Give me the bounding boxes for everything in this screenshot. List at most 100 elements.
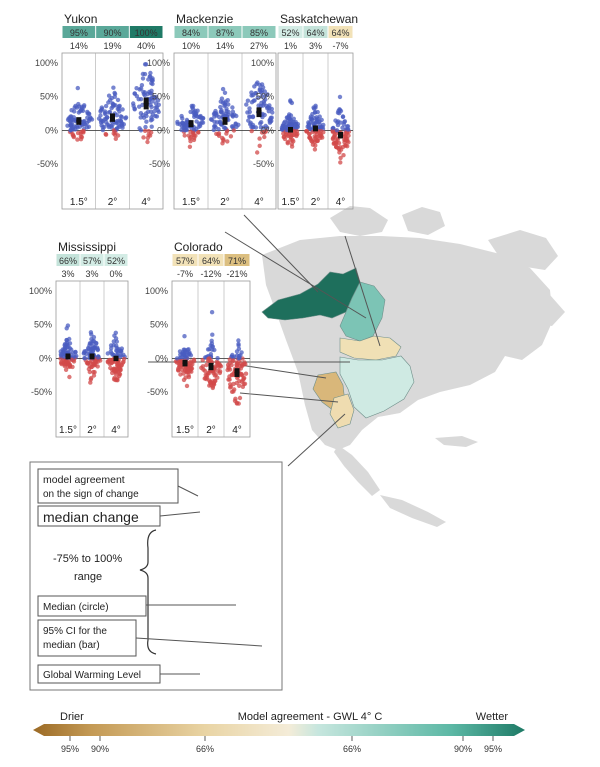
- median-change-value: -7%: [332, 41, 348, 51]
- data-point: [279, 127, 285, 132]
- data-point: [222, 103, 227, 109]
- agreement-cell: [80, 254, 104, 266]
- data-point: [228, 385, 233, 390]
- median-change-value: -21%: [226, 269, 247, 279]
- data-point: [266, 109, 271, 114]
- data-point: [174, 360, 180, 365]
- colorbar-right-label: Wetter: [476, 711, 509, 723]
- data-point: [88, 330, 94, 335]
- y-tick-label: 0%: [261, 125, 274, 135]
- data-point: [212, 123, 217, 129]
- data-point: [112, 90, 117, 96]
- data-point: [308, 114, 314, 119]
- data-point: [194, 119, 199, 124]
- data-point: [209, 310, 215, 315]
- data-point: [87, 369, 93, 375]
- panel-colorado: Colorado 57% -7% 64% -12% 71% -21% 100% 50% 0% -50…: [145, 240, 251, 438]
- data-point: [227, 361, 232, 366]
- data-point: [108, 343, 114, 348]
- data-point: [261, 125, 266, 130]
- median-circle-legend-label: Median (circle): [43, 602, 109, 613]
- y-tick-label: 0%: [155, 353, 168, 363]
- y-tick-label: 50%: [150, 320, 168, 330]
- data-point: [247, 114, 252, 119]
- agreement-cell: [172, 254, 198, 266]
- panel-frame: [173, 52, 277, 210]
- data-point: [244, 102, 249, 107]
- median-change-value: 27%: [250, 41, 268, 51]
- data-point: [249, 128, 254, 134]
- agreement-cell: [174, 26, 208, 38]
- data-point: [247, 109, 252, 115]
- y-tick-label: 100%: [29, 286, 52, 296]
- data-point: [258, 89, 263, 94]
- agreement-legend-box: [37, 468, 179, 504]
- data-point: [241, 377, 246, 382]
- data-point: [114, 113, 120, 118]
- data-point: [341, 153, 346, 158]
- data-point: [70, 133, 76, 138]
- data-point: [342, 134, 347, 139]
- data-point: [120, 107, 125, 112]
- data-point: [331, 125, 336, 131]
- x-tick-label: 4°: [336, 197, 346, 208]
- data-point: [288, 99, 293, 104]
- data-point: [138, 111, 144, 116]
- data-point: [188, 129, 193, 134]
- data-point: [104, 120, 109, 125]
- data-point: [213, 372, 218, 377]
- data-point: [86, 118, 92, 124]
- y-tick-label: 50%: [152, 92, 170, 102]
- data-point: [228, 134, 234, 139]
- data-point: [234, 380, 239, 386]
- data-point: [155, 108, 160, 113]
- data-point: [231, 389, 236, 394]
- data-point: [237, 383, 242, 388]
- data-point: [225, 139, 230, 144]
- agreement-value: 84%: [182, 28, 200, 38]
- data-point: [337, 94, 343, 100]
- agreement-cell: [198, 254, 224, 266]
- data-point: [118, 354, 123, 359]
- x-tick-label: 4°: [111, 425, 121, 436]
- data-point: [154, 114, 160, 119]
- data-point: [234, 113, 239, 119]
- y-tick-label: 50%: [34, 320, 52, 330]
- data-point: [261, 99, 267, 104]
- data-point: [106, 124, 112, 130]
- data-point: [145, 139, 150, 145]
- median-point: [89, 353, 95, 360]
- panel-frame: [55, 280, 129, 438]
- data-point: [317, 119, 322, 124]
- median-legend-label: median change: [43, 509, 139, 525]
- data-point: [212, 347, 217, 353]
- data-point: [269, 115, 274, 120]
- data-point: [217, 370, 223, 376]
- agreement-value: 66%: [59, 256, 77, 266]
- agreement-value: 85%: [250, 28, 268, 38]
- agreement-value: 87%: [216, 28, 234, 38]
- data-point: [211, 127, 216, 133]
- data-point: [113, 136, 119, 141]
- data-point: [88, 341, 93, 346]
- agreement-cell: [129, 26, 163, 38]
- data-point: [320, 135, 325, 140]
- data-point: [242, 361, 247, 367]
- data-point: [291, 116, 296, 122]
- x-tick-label: 4°: [232, 425, 242, 436]
- agreement-value: 52%: [281, 28, 299, 38]
- panel-frame: [171, 280, 251, 438]
- data-point: [211, 111, 217, 117]
- data-point: [237, 395, 243, 401]
- agreement-value: 52%: [107, 256, 125, 266]
- panel-yukon: Yukon 95% 14% 90% 19% 100% 40% 100% 50% 0% -50% 1.5…: [35, 12, 164, 210]
- median-point: [222, 118, 228, 124]
- agreement-value: 57%: [83, 256, 101, 266]
- agreement-value: 64%: [331, 28, 349, 38]
- land-shape: [380, 495, 446, 527]
- data-point: [228, 382, 233, 387]
- data-point: [82, 356, 88, 361]
- data-point: [216, 133, 222, 138]
- data-point: [149, 124, 154, 129]
